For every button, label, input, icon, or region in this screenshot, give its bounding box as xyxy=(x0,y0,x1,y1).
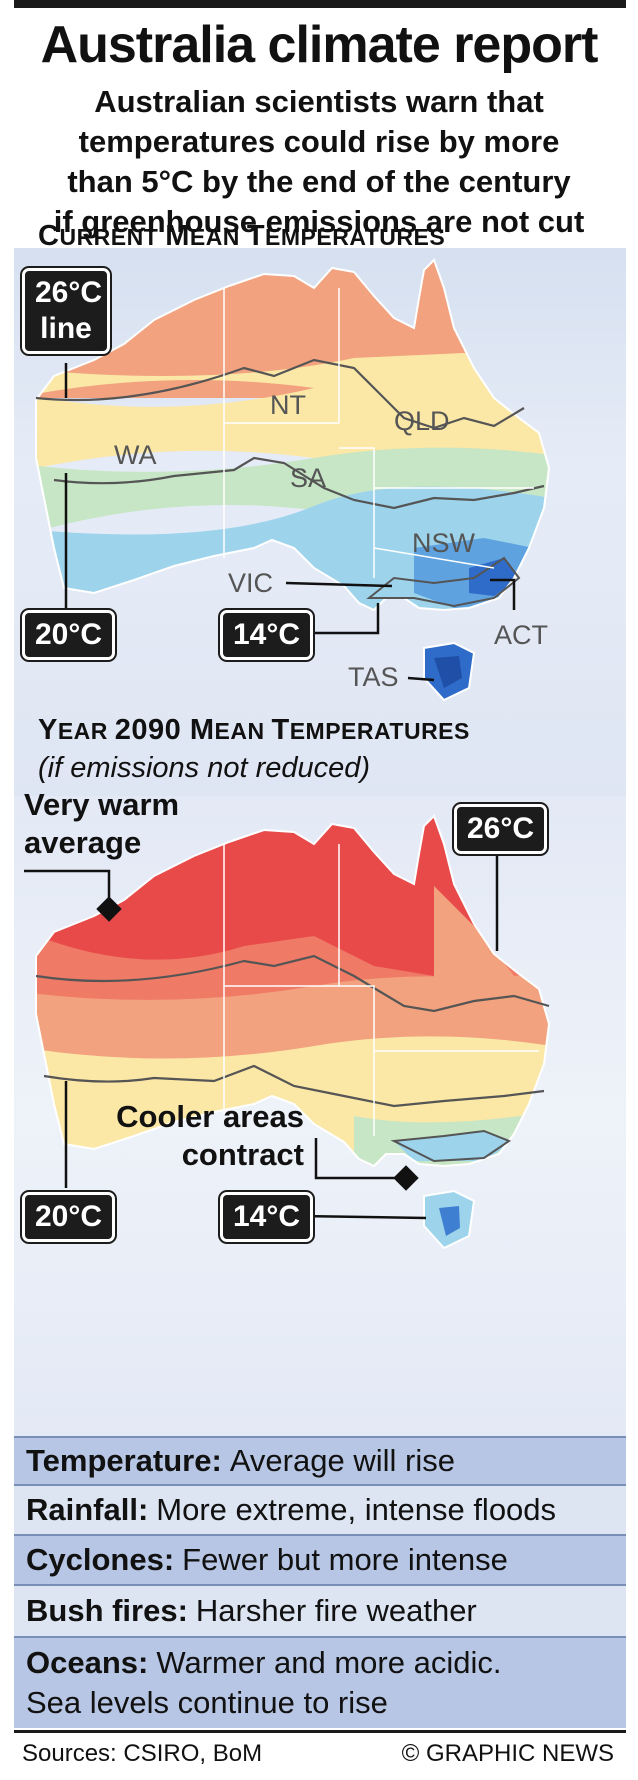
future-heading: YEAR 2090 MEAN TEMPERATURES xyxy=(38,714,470,746)
state-label-tas: TAS xyxy=(348,662,399,692)
subtitle-line: Australian scientists warn that xyxy=(94,84,544,119)
future-tag-14c: 14°C xyxy=(220,1192,314,1242)
current-temperatures-panel: CURRENT MEAN TEMPERATURES xyxy=(14,220,626,796)
sources-text: Sources: CSIRO, BoM xyxy=(22,1739,263,1767)
state-label-vic: VIC xyxy=(228,568,274,598)
future-tag-26c: 26°C xyxy=(454,804,548,854)
top-rule xyxy=(14,0,626,8)
fact-rainfall: Rainfall: More extreme, intense floods xyxy=(14,1484,626,1534)
subtitle-line: if greenhouse emissions are not cut xyxy=(53,204,585,239)
fact-oceans: Oceans: Warmer and more acidic. Sea level… xyxy=(14,1636,626,1728)
state-label-wa: WA xyxy=(114,440,157,470)
subtitle-line: temperatures could rise by more xyxy=(78,124,560,159)
page-subtitle: Australian scientists warn that temperat… xyxy=(0,82,638,242)
fact-bush-fires: Bush fires: Harsher fire weather xyxy=(14,1584,626,1636)
current-heading: CURRENT MEAN TEMPERATURES xyxy=(38,220,446,252)
subtitle-line: than 5°C by the end of the century xyxy=(67,164,571,199)
tag-26c-line: 26°C line xyxy=(22,268,110,354)
future-tag-20c: 20°C xyxy=(22,1192,116,1242)
footer: Sources: CSIRO, BoM © GRAPHIC NEWS xyxy=(14,1730,626,1774)
credit-text: © GRAPHIC NEWS xyxy=(401,1739,614,1767)
current-temperature-map xyxy=(35,258,551,702)
state-label-act: ACT xyxy=(494,620,548,650)
state-label-nsw: NSW xyxy=(412,528,475,558)
state-label-nt: NT xyxy=(270,390,306,420)
future-temperature-map xyxy=(24,814,551,1250)
state-label-sa: SA xyxy=(290,463,327,493)
tag-20c: 20°C xyxy=(22,610,116,660)
very-warm-label: Very warm average xyxy=(24,787,180,860)
future-subheading: (if emissions not reduced) xyxy=(38,752,371,784)
page-title: Australia climate report xyxy=(40,16,599,74)
future-temperatures-panel: Very warm average 26°C Cooler areas contra… xyxy=(14,787,626,1436)
tag-14c: 14°C xyxy=(220,610,314,660)
fact-temperature: Temperature: Average will rise xyxy=(14,1436,626,1484)
state-label-qld: QLD xyxy=(394,406,450,436)
cooler-areas-label: Cooler areas contract xyxy=(116,1099,304,1172)
fact-cyclones: Cyclones: Fewer but more intense xyxy=(14,1534,626,1584)
